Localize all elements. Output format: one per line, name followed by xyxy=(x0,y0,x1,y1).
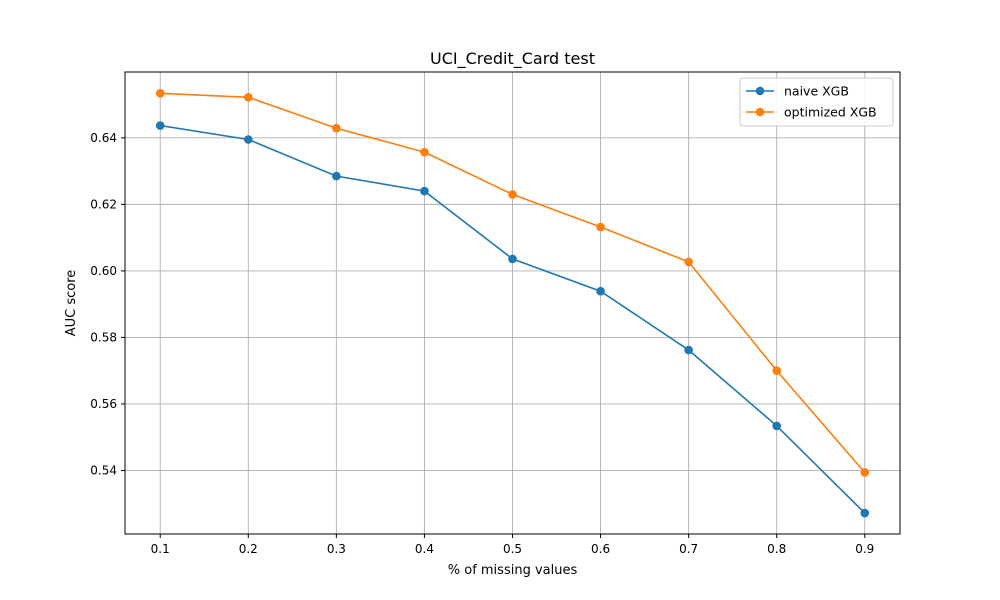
x-tick-label: 0.2 xyxy=(239,542,258,556)
legend: naive XGB optimized XGB xyxy=(739,77,894,127)
x-tick-label: 0.9 xyxy=(855,542,874,556)
legend-item: naive XGB xyxy=(746,84,849,99)
legend-box xyxy=(739,77,894,127)
x-tick-label: 0.3 xyxy=(327,542,346,556)
x-tick-label: 0.7 xyxy=(679,542,698,556)
data-point xyxy=(243,92,253,102)
data-point xyxy=(243,135,253,144)
y-tick-label: 0.62 xyxy=(90,197,117,211)
data-point xyxy=(772,366,782,375)
grid-lines xyxy=(125,72,900,534)
series-layer xyxy=(155,88,870,518)
x-axis-label: % of missing values xyxy=(448,563,578,578)
data-point xyxy=(332,123,341,133)
data-point xyxy=(596,222,605,232)
data-point xyxy=(772,421,782,431)
y-tick-label: 0.54 xyxy=(90,463,117,477)
data-point xyxy=(508,254,517,264)
data-point xyxy=(332,171,341,181)
data-point xyxy=(684,345,693,355)
data-point xyxy=(860,468,870,477)
series-1 xyxy=(155,88,870,477)
data-point xyxy=(508,190,517,199)
y-tick-label: 0.58 xyxy=(90,330,117,344)
data-point xyxy=(420,147,429,157)
x-tick-label: 0.4 xyxy=(415,542,434,556)
y-axis-label: AUC score xyxy=(64,270,79,337)
legend-label: naive XGB xyxy=(784,84,849,99)
series-0 xyxy=(155,121,870,518)
y-tick-label: 0.64 xyxy=(90,131,117,145)
legend-marker xyxy=(755,86,765,96)
legend-marker xyxy=(755,107,765,117)
data-point xyxy=(860,508,870,518)
x-tick-label: 0.8 xyxy=(767,542,786,556)
data-point xyxy=(155,88,165,98)
data-point xyxy=(420,186,429,196)
chart-title: UCI_Credit_Card test xyxy=(430,49,595,69)
x-tick-label: 0.6 xyxy=(591,542,610,556)
data-point xyxy=(155,121,165,130)
data-point xyxy=(596,286,605,296)
axis-ticks: 0.1 0.2 0.3 0.4 0.5 0.6 0.7 0.8 0.9 0.54 0.56 0.58 0… xyxy=(90,131,874,556)
data-point xyxy=(684,257,693,267)
y-tick-label: 0.60 xyxy=(90,264,117,278)
legend-item: optimized XGB xyxy=(746,105,877,120)
x-tick-label: 0.5 xyxy=(503,542,522,556)
x-tick-label: 0.1 xyxy=(151,542,170,556)
legend-label: optimized XGB xyxy=(784,105,877,120)
y-tick-label: 0.56 xyxy=(90,397,117,411)
